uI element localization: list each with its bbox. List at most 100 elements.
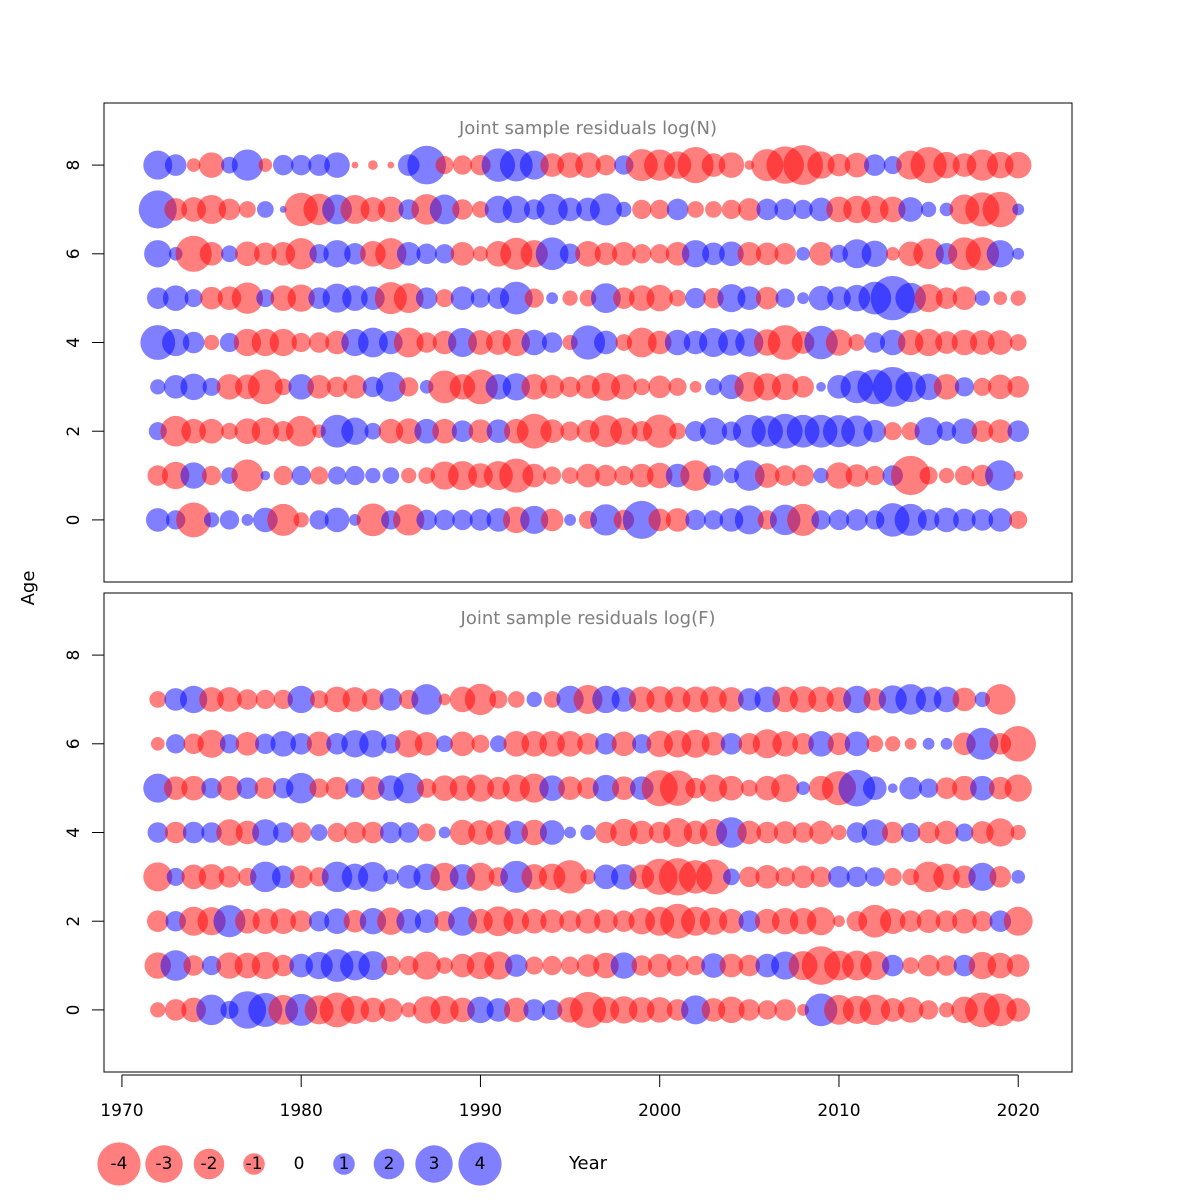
x-axis-label: Year [568, 1153, 608, 1174]
bubble-point: 1972, age 6: -0.4 [150, 736, 165, 751]
bubble-point: 2020, age 0: -0.7 [1009, 510, 1028, 529]
y-tick-label: 6 [64, 248, 84, 259]
bubble-point: 1972, age 6: 1.6 [144, 240, 172, 268]
bubble-point: 2019, age 6: 1.6 [986, 240, 1014, 268]
bubble-point: 1983, age 0: -1.7 [340, 995, 370, 1024]
bubble-point: 2003, age 6: -1.2 [701, 731, 726, 756]
bubble-point: 1979, age 1: -0.8 [273, 465, 293, 486]
bubble-point: 1978, age 3: -2.6 [247, 369, 283, 405]
bubble-point: 2009, age 7: 1.2 [809, 197, 833, 222]
x-tick-label: 2020 [997, 1101, 1040, 1121]
x-tick-label: 1970 [100, 1101, 143, 1121]
bubble-point: 2015, age 7: 0.5 [920, 201, 937, 218]
bubble-point: 2016, age 0: 1.3 [934, 507, 959, 533]
bubble-point: 2020, age 1: -1.1 [1006, 954, 1030, 977]
bubble-point: 1986, age 4: 0.9 [398, 822, 419, 843]
bubble-point: 1982, age 2: 1.4 [324, 908, 350, 934]
bubble-point: 1972, age 3: -1.8 [143, 862, 173, 892]
bubble-point: 1999, age 7: -0.8 [632, 199, 652, 220]
bubble-point: 1981, age 6: -1.3 [306, 731, 332, 757]
bubble-point: 1993, age 6: -1.4 [521, 731, 548, 757]
bubble-point: 1988, age 5: -0.7 [435, 289, 454, 308]
bubble-point: 1989, age 2: 1.8 [448, 906, 478, 936]
bubble-point: 1979, age 6: 1.4 [270, 731, 297, 757]
bubble-point: 1990, age 5: -1.6 [466, 774, 495, 802]
bubble-point: 1975, age 3: -1.4 [198, 864, 225, 890]
bubble-point: 1986, age 3: -0.8 [399, 377, 419, 397]
bubble-point: 1985, age 1: 0.6 [382, 467, 400, 484]
panel-log-f: Joint sample residuals log(F) 0 2 4 6 8 1972, … [64, 592, 1073, 1073]
bubble-point: 1998, age 6: -1.3 [611, 731, 637, 757]
bubble-point: 1983, age 7: -1.3 [342, 687, 368, 712]
bubble-point: 2018, age 6: 2.2 [966, 727, 999, 760]
bubble-point: 2020, age 1: -0.2 [1013, 470, 1024, 481]
bubble-point: 2012, age 1: -0.8 [865, 465, 885, 486]
bubble-point: 1974, age 1: 1.5 [180, 462, 207, 489]
y-tick-label: 8 [64, 650, 84, 661]
bubble-point: 1975, age 5: -1.1 [200, 286, 223, 310]
bubble-point: 2018, age 0: 1 [971, 509, 994, 531]
bubble-point: 1985, age 8: -0.1 [387, 161, 395, 169]
bubble-point: 2000, age 3: -1.1 [648, 375, 672, 399]
bubble-point: 1987, age 5: 1 [415, 287, 438, 309]
bubble-point: 1991, age 4: -1.3 [486, 820, 511, 845]
bubble-point: 1985, age 4: 1 [380, 821, 402, 844]
bubble-point: 2007, age 4: -1.1 [773, 821, 797, 844]
bubble-point: 1993, age 1: -1.2 [522, 463, 547, 488]
bubble-point: 1975, age 0: 0.5 [203, 512, 220, 528]
bubble-point: 1996, age 1: -1.2 [576, 463, 600, 488]
panel-title: Joint sample residuals log(F) [460, 608, 716, 629]
bubble-point: 1993, age 8: 1.8 [519, 150, 549, 180]
bubble-point: 1988, age 0: -1.7 [430, 995, 459, 1024]
bubble-point: 2015, age 1: -1 [917, 954, 940, 977]
bubble-point: 1976, age 6: 0.6 [221, 245, 238, 263]
bubble-point: 2007, age 5: -1.7 [771, 774, 800, 803]
bubble-point: 1978, age 2: -1.4 [252, 908, 279, 934]
bubble-point: 1994, age 6: 2.3 [535, 237, 569, 271]
bubble-point: 2012, age 4: 0.9 [864, 332, 886, 353]
bubble-point: 1980, age 4: -0.8 [291, 332, 311, 353]
bubble-point: 1984, age 6: 1.6 [359, 730, 387, 758]
bubble-point: 2016, age 4: -1.1 [935, 331, 958, 354]
bubble-point: 1979, age 7: -0.8 [273, 689, 293, 710]
bubble-point: 1982, age 7: -1.4 [324, 686, 350, 713]
bubble-point: 1984, age 8: -0.2 [368, 160, 378, 170]
bubble-point: 2003, age 5: -1.6 [699, 774, 728, 802]
bubble-point: 1994, age 1: -0.7 [543, 466, 562, 485]
bubble-point: 2019, age 3: -1 [989, 866, 1012, 888]
bubble-point: 2020, age 8: -1.5 [1004, 151, 1032, 179]
legend-bubble [243, 1153, 265, 1175]
bubble-point: 1983, age 2: 1.6 [341, 417, 369, 445]
bubble-point: 1994, age 5: 0.3 [546, 292, 559, 305]
bubble-point: 2004, age 3: 0.6 [723, 868, 740, 886]
bubble-point: 2014, age 0: 2.2 [894, 503, 927, 536]
bubble-point: 1976, age 0: 0.8 [219, 510, 240, 530]
bubble-point: 1990, age 3: -1.7 [466, 862, 495, 891]
bubble-point: 1985, age 2: -1.3 [378, 418, 404, 444]
bubble-point: 2019, age 0: -2.3 [983, 993, 1017, 1027]
bubble-point: 1993, age 0: 1.7 [520, 505, 549, 534]
bubble-point: 1996, age 2: -1.3 [575, 908, 601, 934]
bubble-point: 1987, age 8: 3.2 [407, 145, 446, 185]
bubble-point: 1996, age 6: -1.4 [575, 241, 601, 267]
bubble-point: 1987, age 6: 0.9 [416, 243, 437, 265]
bubble-point: 2003, age 2: 1.6 [699, 417, 728, 445]
bubble-point: 2020, age 5: -1.6 [1004, 774, 1032, 802]
bubble-point: 1990, age 2: -1.2 [468, 419, 493, 444]
bubble-point: 1987, age 4: -0.7 [417, 823, 436, 842]
bubble-point: 1997, age 3: 1.3 [593, 864, 619, 890]
bubble-point: 1984, age 4: 1.9 [358, 327, 388, 358]
bubble-point: 2002, age 0: 0.9 [685, 509, 706, 531]
bubble-point: 1989, age 6: -1.3 [450, 731, 475, 757]
bubble-point: 1999, age 3: -0.6 [633, 378, 651, 396]
bubble-point: 1972, age 5: 1.8 [143, 773, 173, 803]
bubble-point: 1997, age 8: -0.9 [595, 154, 617, 176]
legend: -4 -3 -2 -1 0 1 2 3 4 [97, 1142, 502, 1186]
bubble-point: 2013, age 4: -1 [881, 821, 904, 844]
bubble-point: 2012, age 6: -0.6 [866, 735, 884, 753]
bubble-point: 2019, age 0: 1.2 [988, 508, 1013, 532]
bubble-point: 1979, age 3: -0.6 [274, 378, 292, 396]
bubble-point: 1997, age 1: -1 [595, 464, 617, 487]
bubble-point: 2005, age 6: -1.2 [737, 241, 762, 266]
bubble-point: 2013, age 5: 0.2 [887, 783, 898, 793]
